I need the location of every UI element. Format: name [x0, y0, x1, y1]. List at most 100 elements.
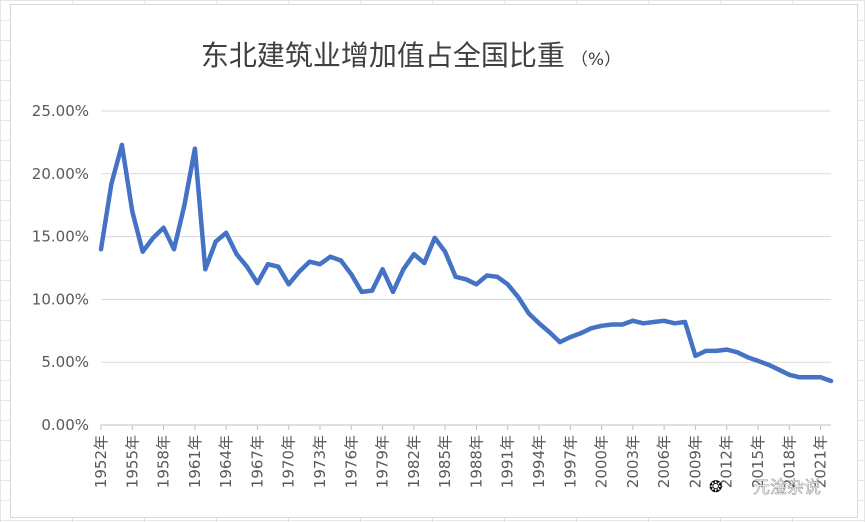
data-point [495, 274, 500, 279]
data-point [224, 230, 229, 235]
data-point [401, 267, 406, 272]
x-tick-label: 1985年 [436, 435, 454, 488]
data-point [776, 367, 781, 372]
data-point [516, 294, 521, 299]
chart-container[interactable]: 东北建筑业增加值占全国比重 （%） 0.00% 5.00% 10.00% 15.00% 2… [10, 4, 858, 518]
x-tick-label: 1970年 [280, 435, 298, 488]
x-tick-label: 2021年 [812, 435, 830, 488]
data-point [234, 252, 239, 257]
data-point [547, 330, 552, 335]
data-point [182, 203, 187, 208]
data-point [453, 274, 458, 279]
data-point [620, 322, 625, 327]
data-point [745, 355, 750, 360]
data-point [328, 254, 333, 259]
y-axis-ticks: 0.00% 5.00% 10.00% 15.00% 20.00% 25.00% [32, 102, 89, 434]
y-tick-label: 5.00% [41, 353, 89, 371]
data-point [380, 267, 385, 272]
data-point [787, 372, 792, 377]
y-tick-label: 20.00% [32, 165, 89, 183]
y-tick-label: 10.00% [32, 290, 89, 308]
data-point [172, 247, 176, 252]
data-point [599, 323, 604, 328]
x-tick-label: 1991年 [499, 435, 517, 488]
data-point [370, 288, 375, 293]
x-tick-label: 2003年 [624, 435, 642, 488]
data-point [151, 235, 156, 240]
gridlines [101, 110, 831, 426]
data-point [203, 267, 208, 272]
data-point [484, 273, 489, 278]
y-tick-label: 25.00% [32, 102, 89, 120]
data-point [411, 252, 416, 257]
data-point [307, 259, 312, 264]
wechat-icon: ❂ [709, 477, 722, 496]
data-point [140, 249, 145, 254]
data-point [422, 261, 427, 265]
data-point [703, 348, 708, 353]
data-point [568, 335, 573, 340]
data-point [735, 350, 740, 355]
x-tick-label: 1961年 [186, 435, 204, 488]
data-point [808, 375, 813, 380]
x-tick-label: 1982年 [405, 435, 423, 488]
x-tick-label: 1997年 [561, 435, 579, 488]
x-axis-ticks: 1952年 1955年 1958年 1961年 1964年 1967年 1970年 1973年… [92, 425, 830, 488]
x-tick-label: 2018年 [780, 435, 798, 488]
x-tick-label: 1979年 [374, 435, 392, 488]
data-point [286, 282, 291, 287]
data-point [318, 262, 322, 267]
data-point [359, 289, 364, 294]
data-point [589, 326, 594, 331]
data-point [464, 277, 468, 282]
data-point [797, 375, 802, 380]
x-tick-label: 2012年 [718, 435, 736, 488]
data-point [443, 249, 448, 254]
data-point [766, 362, 771, 367]
y-tick-label: 0.00% [41, 416, 89, 434]
x-tick-label: 1988年 [467, 435, 485, 488]
data-point [526, 311, 531, 316]
data-point [161, 225, 166, 230]
data-point [213, 239, 218, 244]
data-point [641, 321, 646, 326]
data-point [724, 347, 729, 352]
x-tick-label: 1955年 [123, 435, 141, 488]
x-tick-label: 2006年 [655, 435, 673, 488]
data-point [610, 322, 614, 327]
x-tick-label: 2009年 [686, 435, 704, 488]
x-tick-label: 2015年 [749, 435, 767, 488]
series-layer [98, 142, 834, 384]
data-point [829, 379, 833, 383]
data-point [349, 272, 354, 277]
line-chart: 东北建筑业增加值占全国比重 （%） 0.00% 5.00% 10.00% 15.00% 2… [32, 39, 834, 498]
data-point [578, 331, 583, 336]
data-point [338, 258, 343, 263]
data-point [391, 289, 395, 294]
watermark: ❂ 元淦杂说 [709, 477, 821, 498]
data-point [683, 320, 687, 324]
chart-title: 东北建筑业增加值占全国比重 （%） [201, 39, 621, 72]
data-point [662, 318, 667, 323]
data-point [693, 353, 698, 358]
data-point [297, 269, 302, 274]
data-point [119, 142, 124, 147]
data-point [537, 321, 541, 326]
data-point [192, 146, 197, 151]
x-tick-label: 1964年 [217, 435, 235, 488]
x-tick-label: 1994年 [530, 435, 548, 488]
series-line [98, 142, 834, 384]
y-tick-label: 15.00% [32, 228, 89, 246]
watermark-text: 元淦杂说 [753, 478, 821, 498]
data-point [109, 181, 114, 186]
x-tick-label: 1973年 [311, 435, 329, 488]
data-point [245, 264, 249, 269]
data-point [672, 321, 677, 326]
data-point [255, 281, 260, 286]
data-point [818, 375, 823, 380]
data-point [432, 235, 437, 240]
x-tick-label: 1958年 [155, 435, 173, 488]
data-point [474, 282, 479, 287]
x-tick-label: 1967年 [248, 435, 266, 488]
data-point [130, 209, 135, 214]
